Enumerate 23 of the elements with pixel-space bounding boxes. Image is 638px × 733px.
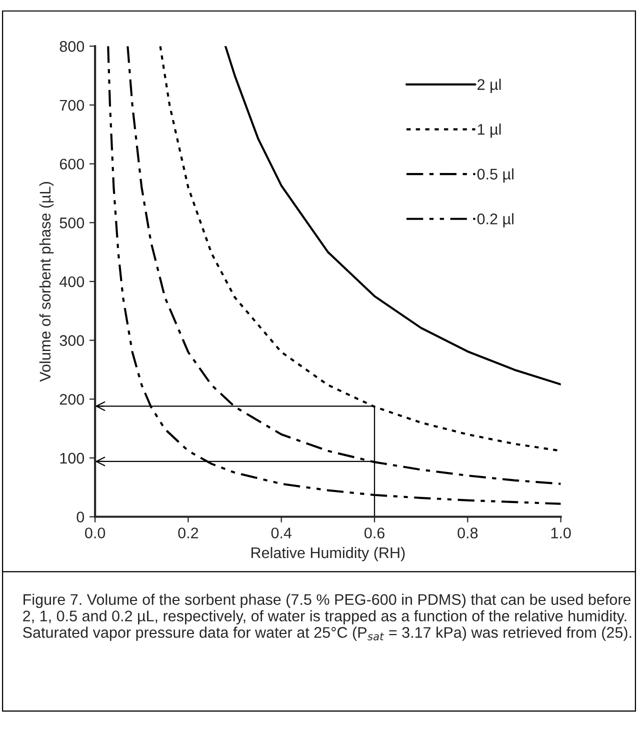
y-tick-label: 100: [60, 452, 84, 464]
legend-label: 0.2 µl: [477, 213, 514, 228]
y-tick-label: 0: [76, 512, 84, 522]
y-tick-label: 800: [60, 41, 84, 52]
y-axis-title: Volume of sorbent phase (µL): [39, 182, 54, 382]
legend-label: 2 µl: [478, 78, 501, 93]
y-tick-label: 500: [60, 218, 84, 228]
caption: Figure 7. Volume of the sorbent phase (7.5 % PEG-600 in PDMS) that can be used before 2, 1, 0.5 and 0.2 µL, respectively, of water is trapped as a function of the relative humidity. Saturated vapor pressure data for water at 25°C (P$_{sat}$ = 3.17 kPa) was retrieved from (25).: [23, 594, 632, 641]
x-tick-label: 0.0: [85, 528, 106, 538]
x-tick-label: 0.6: [364, 528, 384, 538]
y-tick-label: 300: [60, 335, 84, 346]
x-tick-label: 0.8: [458, 528, 478, 538]
x-tick-label: 1.0: [551, 528, 571, 538]
y-tick-label: 400: [60, 276, 84, 288]
x-axis-title: Relative Humidity (RH): [252, 546, 405, 562]
x-tick-label: 0.4: [271, 528, 292, 538]
legend-label: 0.5 µl: [477, 168, 514, 183]
x-tick-label: 0.2: [178, 528, 198, 538]
legend-label: 1 µl: [478, 124, 501, 138]
line-series: [224, 46, 561, 386]
y-tick-label: 600: [60, 158, 84, 170]
y-tick-label: 200: [60, 394, 84, 405]
y-tick-label: 700: [60, 100, 84, 111]
